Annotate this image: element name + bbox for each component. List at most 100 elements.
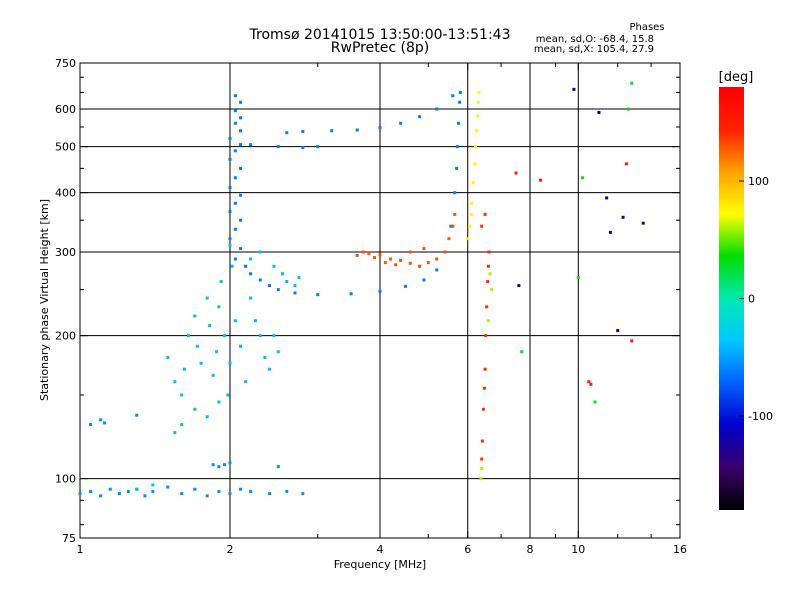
data-point (211, 463, 215, 467)
y-tick-label: 100 (55, 473, 76, 486)
data-point (151, 483, 155, 487)
data-points (78, 81, 645, 498)
colorbar-ticks: 100 0 -100 (739, 175, 773, 423)
data-point (630, 339, 634, 343)
data-point (458, 91, 462, 95)
data-point (249, 272, 253, 276)
data-point (476, 114, 480, 118)
data-point (217, 489, 221, 493)
data-point (355, 253, 359, 257)
x-tick-label: 16 (673, 543, 687, 556)
data-point (233, 257, 237, 261)
data-point (608, 230, 612, 234)
data-point (249, 296, 253, 300)
data-point (208, 324, 212, 328)
data-point (587, 380, 591, 384)
data-point (199, 361, 203, 365)
data-point (217, 400, 221, 404)
data-point (625, 162, 629, 166)
y-tick-label: 75 (62, 532, 76, 545)
data-point (475, 129, 479, 133)
data-point (422, 247, 426, 251)
data-point (471, 181, 475, 185)
data-point (276, 145, 280, 149)
data-point (205, 296, 209, 300)
data-point (267, 284, 271, 288)
data-point (258, 278, 262, 282)
data-point (228, 237, 232, 241)
data-point (477, 91, 481, 95)
data-point (239, 143, 243, 147)
data-point (272, 334, 276, 338)
data-point (487, 250, 491, 254)
data-point (378, 126, 382, 130)
data-point (469, 212, 473, 216)
data-point (469, 201, 473, 205)
data-point (330, 129, 334, 133)
data-point (597, 110, 601, 114)
data-point (173, 380, 177, 384)
data-point (239, 487, 243, 491)
data-point (226, 393, 230, 397)
data-point (249, 143, 253, 147)
data-point (267, 367, 271, 371)
x-tick-label: 4 (377, 543, 384, 556)
data-point (233, 121, 237, 125)
data-point (457, 121, 461, 125)
data-point (367, 251, 371, 255)
data-point (378, 253, 382, 257)
data-point (217, 305, 221, 309)
phases-title: Phases (629, 22, 664, 33)
data-point (166, 485, 170, 489)
data-point (233, 201, 237, 205)
data-point (89, 489, 93, 493)
data-point (593, 400, 597, 404)
data-point (621, 215, 625, 219)
y-axis-ticks: 75 100 200 300 400 500 600 750 (55, 57, 680, 545)
data-point (89, 423, 93, 427)
data-point (180, 423, 184, 427)
data-point (482, 386, 486, 390)
data-point (205, 415, 209, 419)
data-point (117, 492, 121, 496)
data-point (230, 264, 234, 268)
data-point (361, 250, 365, 254)
data-point (451, 224, 455, 228)
data-point (293, 291, 297, 295)
x-axis-ticks: 1 2 4 6 8 10 16 (77, 63, 687, 556)
data-point (276, 465, 280, 469)
y-tick-label: 750 (55, 57, 76, 70)
data-point (249, 489, 253, 493)
data-point (239, 100, 243, 104)
data-point (486, 280, 490, 284)
data-point (258, 250, 262, 254)
data-point (239, 116, 243, 120)
data-point (539, 178, 543, 182)
data-point (481, 407, 485, 411)
colorbar-tick-label: -100 (748, 410, 773, 423)
data-point (228, 137, 232, 141)
data-point (301, 130, 305, 134)
data-point (466, 237, 470, 241)
data-point (228, 157, 232, 161)
data-point (485, 305, 489, 309)
data-point (435, 257, 439, 261)
data-point (233, 227, 237, 231)
data-point (223, 463, 227, 467)
data-point (253, 319, 257, 323)
data-point (267, 492, 271, 496)
data-point (630, 81, 634, 85)
data-point (589, 382, 593, 386)
x-axis-label: Frequency [MHz] (334, 558, 426, 571)
colorbar-tick-label: 0 (748, 293, 755, 306)
data-point (355, 128, 359, 132)
data-point (78, 492, 82, 496)
data-point (99, 418, 103, 422)
data-point (285, 280, 289, 284)
y-tick-label: 300 (55, 246, 76, 259)
data-point (228, 186, 232, 190)
data-point (239, 247, 243, 251)
x-tick-label: 8 (527, 543, 534, 556)
data-point (605, 196, 609, 200)
data-point (389, 257, 393, 261)
